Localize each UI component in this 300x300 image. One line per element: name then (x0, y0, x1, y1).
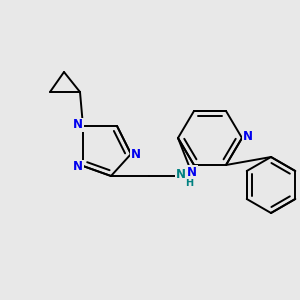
Text: N: N (187, 166, 197, 178)
Text: N: N (73, 160, 83, 173)
Text: N: N (131, 148, 141, 160)
Text: N: N (243, 130, 253, 142)
Text: H: H (185, 178, 193, 188)
Text: N: N (176, 169, 186, 182)
Text: N: N (73, 118, 83, 131)
